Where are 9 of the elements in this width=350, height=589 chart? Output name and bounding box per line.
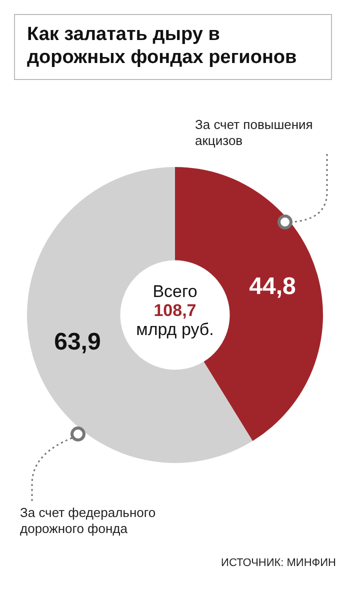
- text: млрд руб.: [135, 320, 215, 339]
- slice-label: За счет федерального дорожного фонда: [20, 505, 157, 537]
- data-label: 44,8: [249, 272, 296, 300]
- chart-title: Как залатать дыру в дорожных фондах регионов: [14, 14, 332, 80]
- text: Всего: [152, 282, 198, 301]
- data-label: 63,9: [54, 328, 101, 356]
- text: 108,7: [152, 301, 198, 320]
- slice-label: За счет повышения акцизов: [195, 117, 314, 149]
- text: ИСТОЧНИК: МИНФИН: [221, 557, 336, 569]
